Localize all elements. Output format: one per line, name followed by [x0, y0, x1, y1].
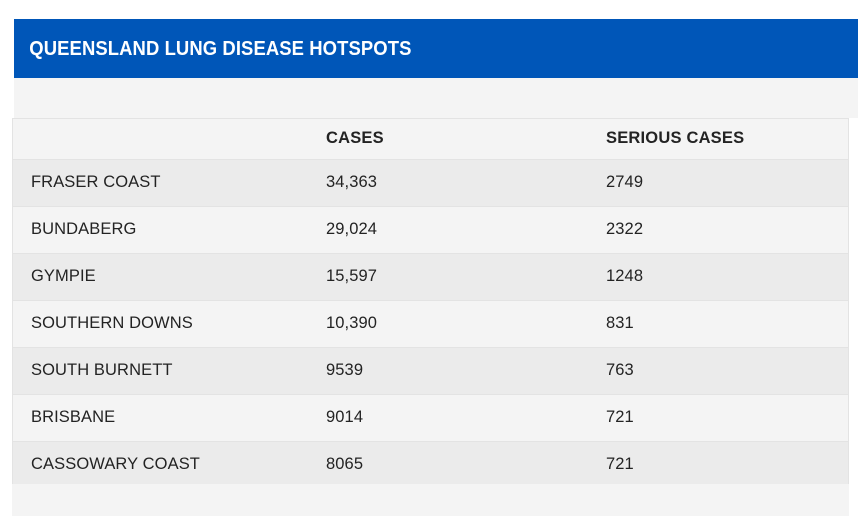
cell-serious-cases: 1248	[588, 253, 848, 301]
table-bottom-filler	[12, 484, 849, 516]
cell-cases: 10,390	[308, 300, 588, 348]
cell-cases: 8065	[308, 441, 588, 489]
cell-serious-cases: 721	[588, 394, 848, 442]
cell-cases: 15,597	[308, 253, 588, 301]
table-row[interactable]: SOUTH BURNETT 9539 763	[13, 347, 848, 395]
cell-cases: 9539	[308, 347, 588, 395]
table-body: FRASER COAST 34,363 2749 BUNDABERG 29,02…	[13, 159, 848, 489]
cell-area: SOUTHERN DOWNS	[13, 300, 308, 348]
table-header-row: CASES SERIOUS CASES	[13, 119, 848, 160]
cell-area: GYMPIE	[13, 253, 308, 301]
table-row[interactable]: BRISBANE 9014 721	[13, 394, 848, 442]
page-title: QUEENSLAND LUNG DISEASE HOTSPOTS	[29, 36, 412, 60]
cell-area: BUNDABERG	[13, 206, 308, 254]
table-row[interactable]: FRASER COAST 34,363 2749	[13, 159, 848, 207]
banner-table-spacer	[14, 78, 858, 118]
column-header-area[interactable]	[13, 119, 308, 160]
table-row[interactable]: BUNDABERG 29,024 2322	[13, 206, 848, 254]
cell-area: FRASER COAST	[13, 159, 308, 207]
cell-serious-cases: 2322	[588, 206, 848, 254]
cell-area: CASSOWARY COAST	[13, 441, 308, 489]
table-row[interactable]: CASSOWARY COAST 8065 721	[13, 441, 848, 489]
cell-serious-cases: 763	[588, 347, 848, 395]
cell-serious-cases: 721	[588, 441, 848, 489]
cell-serious-cases: 831	[588, 300, 848, 348]
cell-cases: 29,024	[308, 206, 588, 254]
hotspots-table: CASES SERIOUS CASES FRASER COAST 34,363 …	[13, 119, 848, 489]
column-header-serious-cases[interactable]: SERIOUS CASES	[588, 119, 848, 160]
table-header: CASES SERIOUS CASES	[13, 119, 848, 160]
hotspots-table-container: CASES SERIOUS CASES FRASER COAST 34,363 …	[12, 118, 849, 489]
cell-area: SOUTH BURNETT	[13, 347, 308, 395]
cell-area: BRISBANE	[13, 394, 308, 442]
cell-cases: 34,363	[308, 159, 588, 207]
table-row[interactable]: GYMPIE 15,597 1248	[13, 253, 848, 301]
column-header-cases[interactable]: CASES	[308, 119, 588, 160]
cell-cases: 9014	[308, 394, 588, 442]
cell-serious-cases: 2749	[588, 159, 848, 207]
table-row[interactable]: SOUTHERN DOWNS 10,390 831	[13, 300, 848, 348]
header-banner: QUEENSLAND LUNG DISEASE HOTSPOTS	[14, 19, 858, 78]
